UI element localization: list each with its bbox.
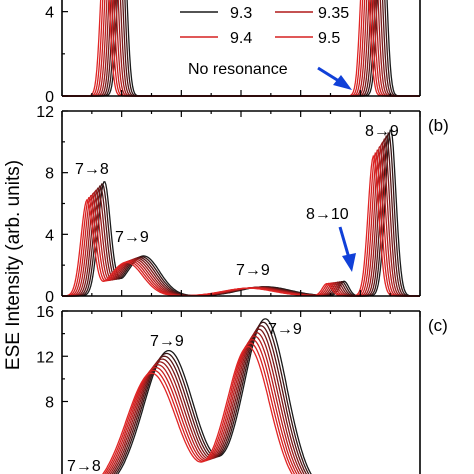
annotation-8-10: 8→10 [306,206,349,223]
panel-c-traces [102,318,312,474]
panel-c-series-1 [117,318,312,474]
panel-c-series-3 [113,325,308,474]
arrow-no-resonance [317,66,352,90]
panel-a-ytick-label: 4 [45,5,54,22]
panel-c-series-4 [111,328,305,474]
annotation-7-8-b: 7→8 [75,161,109,178]
panel-c-ytick-label: 12 [36,349,54,366]
annotation-7-9-c-left: 7→9 [150,333,184,350]
legend-label-9-3: 9.3 [230,5,252,22]
panel-label-b: (b) [428,116,449,135]
annotation-8-9: 8→9 [365,123,399,140]
legend-label-9-4: 9.4 [230,30,252,47]
panel-c-series-6 [107,335,300,474]
annotation-7-9-b-mid: 7→9 [236,262,270,279]
panel-c-series-8 [103,342,296,474]
panel-c-series-5 [109,332,303,474]
panel-c-series-9 [102,345,293,474]
legend-label-9-35: 9.35 [318,5,349,22]
panel-c-series-7 [105,339,298,474]
annotation-7-9-c-right: 7→9 [268,321,302,338]
panel-a-ytick-label: 0 [45,89,54,106]
y-axis-label: ESE Intensity (arb. units) [3,160,24,370]
annotation-7-9-b-left: 7→9 [115,229,149,246]
panel-b-ytick-label: 8 [45,166,54,183]
annotation-no-resonance: No resonance [188,61,288,78]
panel-b-ytick-label: 12 [36,104,54,121]
panel-b-series-9 [62,154,420,297]
legend: 9.3 9.35 9.4 9.5 [180,5,349,47]
panel-c-ytick-label: 16 [36,304,54,321]
arrow-8-10 [338,226,356,272]
panel-b-ytick-label: 4 [45,227,54,244]
panel-c-series-2 [115,321,310,474]
panel-b-ytick-label: 0 [45,289,54,306]
legend-label-9-5: 9.5 [318,30,340,47]
panel-label-c: (c) [428,316,448,335]
annotation-7-8-c: 7→8 [67,458,101,474]
axes: 0 4 0 4 8 12 8 12 16 [36,0,421,474]
panel-c-ytick-label: 8 [45,395,54,412]
